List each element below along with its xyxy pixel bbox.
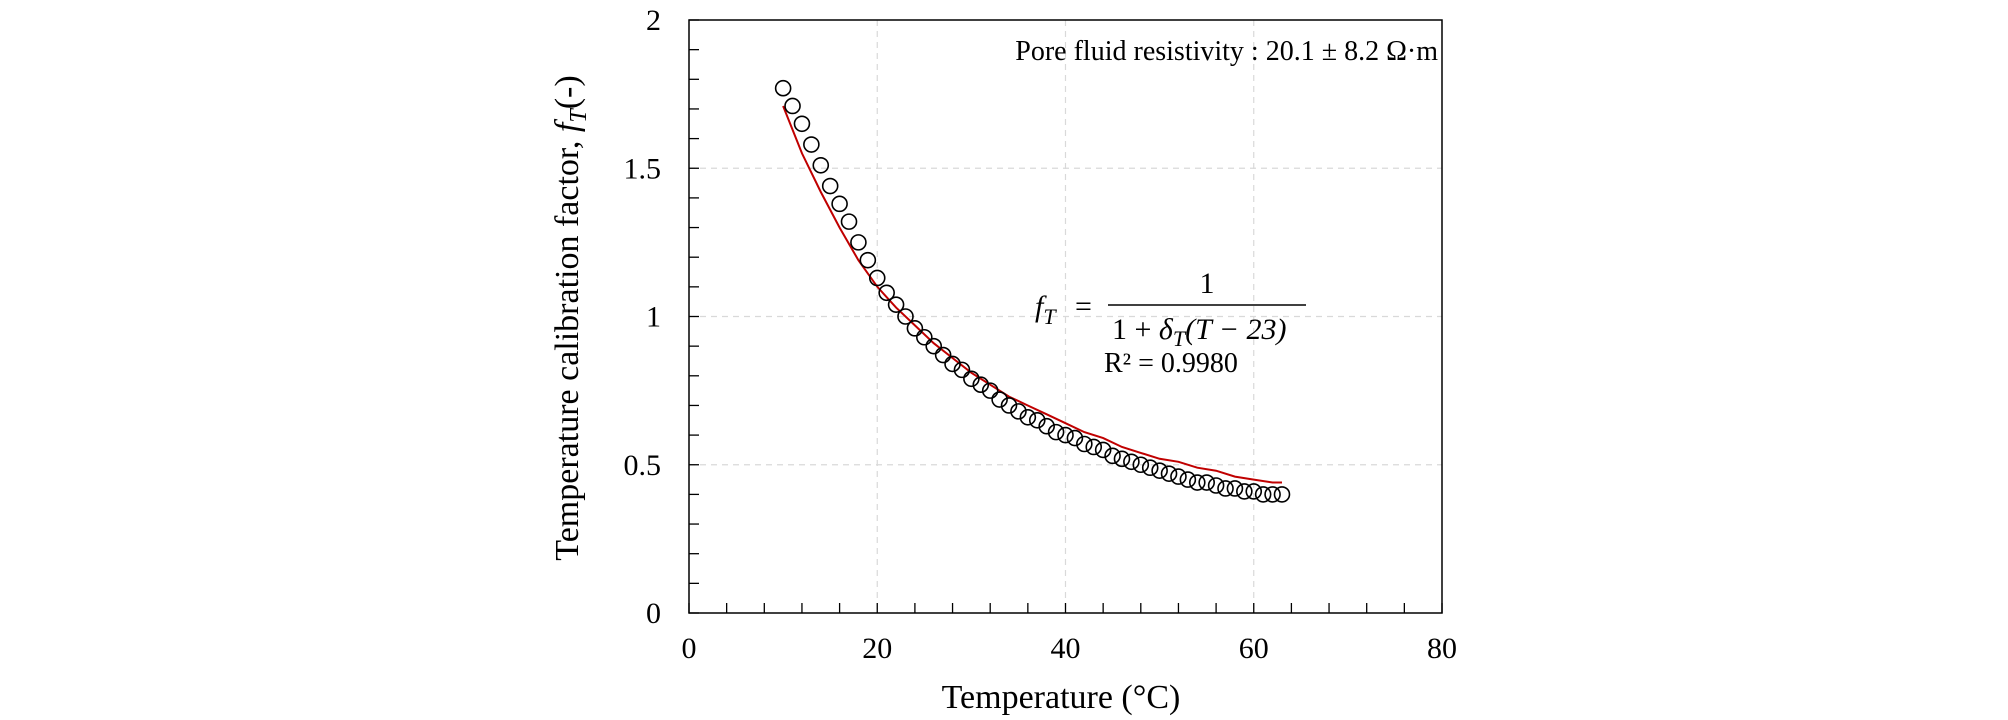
data-point xyxy=(821,177,839,195)
x-tick-label: 40 xyxy=(1051,632,1081,665)
data-point xyxy=(1085,438,1103,456)
x-tick-label: 0 xyxy=(682,632,697,665)
data-point xyxy=(991,391,1008,408)
equation-denominator-prefix: 1 + xyxy=(1112,313,1151,346)
data-point xyxy=(1000,397,1018,414)
data-point xyxy=(1236,483,1253,500)
data-point xyxy=(859,251,877,269)
data-point xyxy=(850,234,867,251)
data-point xyxy=(1028,411,1046,429)
data-point xyxy=(1226,480,1244,497)
data-point xyxy=(1160,465,1178,482)
fit-curve xyxy=(782,105,1282,484)
annotation-pore-fluid-resistivity: Pore fluid resistivity : 20.1 ± 8.2 Ω·m xyxy=(1015,36,1438,67)
equation-lhs-subscript: T xyxy=(1043,304,1057,329)
y-tick-label: 2 xyxy=(646,4,661,37)
data-point xyxy=(897,308,914,325)
equation-equals: = xyxy=(1075,290,1092,323)
data-point xyxy=(1132,456,1150,474)
x-tick-label: 80 xyxy=(1427,632,1457,665)
data-point xyxy=(1245,483,1263,500)
data-point xyxy=(1273,486,1291,503)
data-point xyxy=(906,320,924,337)
data-point xyxy=(1198,474,1215,491)
y-axis-title-subscript: T xyxy=(566,108,592,123)
data-point xyxy=(1076,435,1093,453)
data-point xyxy=(1113,450,1131,468)
equation-numerator: 1 xyxy=(1200,267,1215,300)
data-point xyxy=(916,328,933,346)
data-point xyxy=(1066,429,1084,447)
data-point xyxy=(1217,480,1234,497)
data-point xyxy=(793,115,811,133)
data-point xyxy=(774,79,792,97)
data-point xyxy=(812,156,830,174)
data-point xyxy=(944,355,961,373)
data-point xyxy=(840,213,858,230)
data-point xyxy=(868,269,886,287)
y-axis-title: Temperature calibration factor, fT(-) xyxy=(549,75,592,560)
data-point xyxy=(1038,417,1055,435)
data-point xyxy=(934,346,952,364)
data-point xyxy=(1123,453,1140,471)
data-point xyxy=(1264,486,1281,503)
y-tick-label: 0 xyxy=(646,597,661,630)
y-tick-label: 1.5 xyxy=(624,152,662,185)
fit-equation: fT = 1 1 + δT(T − 23) xyxy=(1035,267,1306,351)
y-axis-title-text: Temperature calibration factor, xyxy=(549,141,586,561)
data-point xyxy=(1104,447,1121,465)
data-point xyxy=(925,337,943,355)
axis-ticks xyxy=(688,19,1443,614)
equation-denominator-suffix: (T − 23) xyxy=(1185,313,1286,346)
data-point xyxy=(878,284,895,302)
svg-text:1 + δT(T − 23): 1 + δT(T − 23) xyxy=(1112,313,1287,351)
data-point xyxy=(1207,477,1225,494)
grid-lines xyxy=(689,20,1442,613)
x-tick-label: 20 xyxy=(862,632,892,665)
data-point xyxy=(803,136,820,153)
data-point xyxy=(1094,441,1112,459)
data-markers xyxy=(774,79,1291,503)
data-point xyxy=(1188,474,1206,491)
equation-denominator-symbol: δ xyxy=(1159,313,1174,346)
data-point xyxy=(887,296,905,313)
data-point xyxy=(1179,471,1197,488)
data-point xyxy=(981,382,999,399)
y-axis-title-unit: (-) xyxy=(549,75,586,109)
data-point xyxy=(831,195,848,213)
data-point xyxy=(1047,423,1065,441)
tick-labels: 0 20 40 60 80 0 0.5 1 1.5 2 xyxy=(624,4,1458,665)
equation-denominator-subscript: T xyxy=(1173,326,1187,351)
data-point xyxy=(972,376,990,393)
data-point xyxy=(1151,462,1168,479)
r-squared-label: R² = 0.9980 xyxy=(1104,348,1238,379)
data-point xyxy=(1254,486,1272,503)
data-point xyxy=(1019,409,1037,426)
data-point xyxy=(1010,403,1027,420)
x-axis-title: Temperature (°C) xyxy=(942,679,1181,716)
data-point xyxy=(784,97,801,115)
y-tick-label: 0.5 xyxy=(624,449,662,482)
x-tick-label: 60 xyxy=(1239,632,1269,665)
y-tick-label: 1 xyxy=(646,301,661,334)
data-point xyxy=(953,361,971,379)
data-point xyxy=(1141,459,1159,477)
svg-text:fT: fT xyxy=(1035,290,1057,329)
data-point xyxy=(963,370,980,388)
data-point xyxy=(1057,426,1074,444)
data-point xyxy=(1170,468,1187,485)
